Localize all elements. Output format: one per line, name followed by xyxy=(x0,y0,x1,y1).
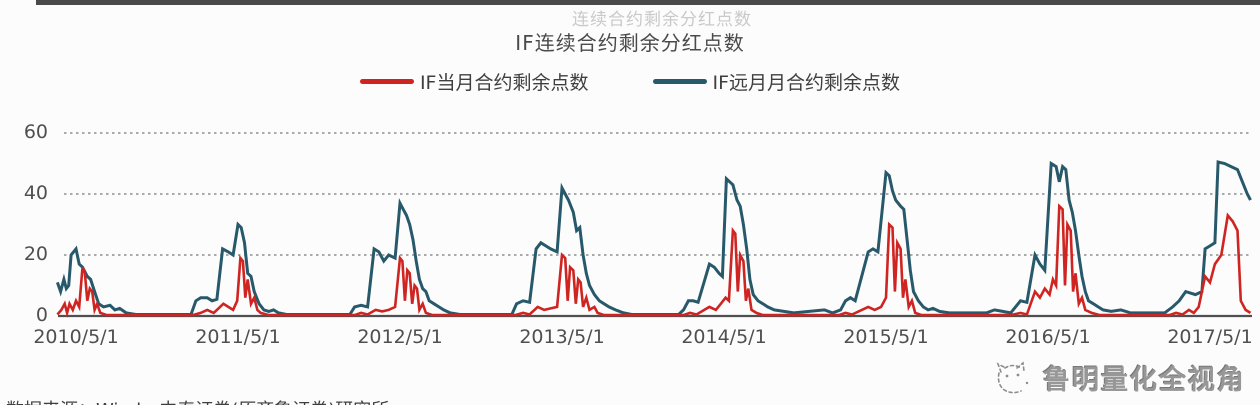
series-line-1 xyxy=(56,203,1252,318)
x-tick-label-0: 2010/5/1 xyxy=(33,326,119,348)
legend-item-current-month: IF当月合约剩余点数 xyxy=(359,68,589,95)
ghost-text: 连续合约剩余分红点数 xyxy=(572,10,752,30)
x-tick-label-4: 2014/5/1 xyxy=(681,326,767,348)
chart-legend: IF当月合约剩余点数 IF远月月合约剩余点数 xyxy=(0,68,1260,95)
y-tick-label-20: 20 xyxy=(23,243,48,265)
x-tick-label-1: 2011/5/1 xyxy=(195,326,281,348)
source-note: 数据来源：Wind，中泰证券(原齐鲁证券)研究所 xyxy=(6,396,389,405)
cat-sketch-icon xyxy=(996,360,1029,393)
legend-item-far-month: IF远月月合约剩余点数 xyxy=(652,68,901,95)
legend-label-far-month: IF远月月合约剩余点数 xyxy=(712,72,901,94)
y-tick-label-40: 40 xyxy=(23,182,48,204)
watermark: 鲁明量化全视角 xyxy=(991,358,1246,397)
legend-line-swatch-red xyxy=(359,79,414,84)
series-line-0 xyxy=(55,160,1252,316)
x-tick-label-7: 2017/5/1 xyxy=(1167,326,1253,348)
top-edge-artifact xyxy=(36,0,1260,5)
x-tick-label-2: 2012/5/1 xyxy=(357,326,443,348)
x-tick-label-6: 2016/5/1 xyxy=(1005,326,1091,348)
legend-line-swatch-teal xyxy=(652,79,707,84)
x-tick-label-5: 2015/5/1 xyxy=(843,326,929,348)
legend-label-current-month: IF当月合约剩余点数 xyxy=(419,72,589,94)
y-tick-label-0: 0 xyxy=(35,304,48,326)
y-tick-label-60: 60 xyxy=(23,121,48,143)
chart-title: IF连续合约剩余分红点数 xyxy=(515,31,745,55)
watermark-text: 鲁明量化全视角 xyxy=(1043,365,1246,396)
x-tick-label-3: 2013/5/1 xyxy=(519,326,605,348)
